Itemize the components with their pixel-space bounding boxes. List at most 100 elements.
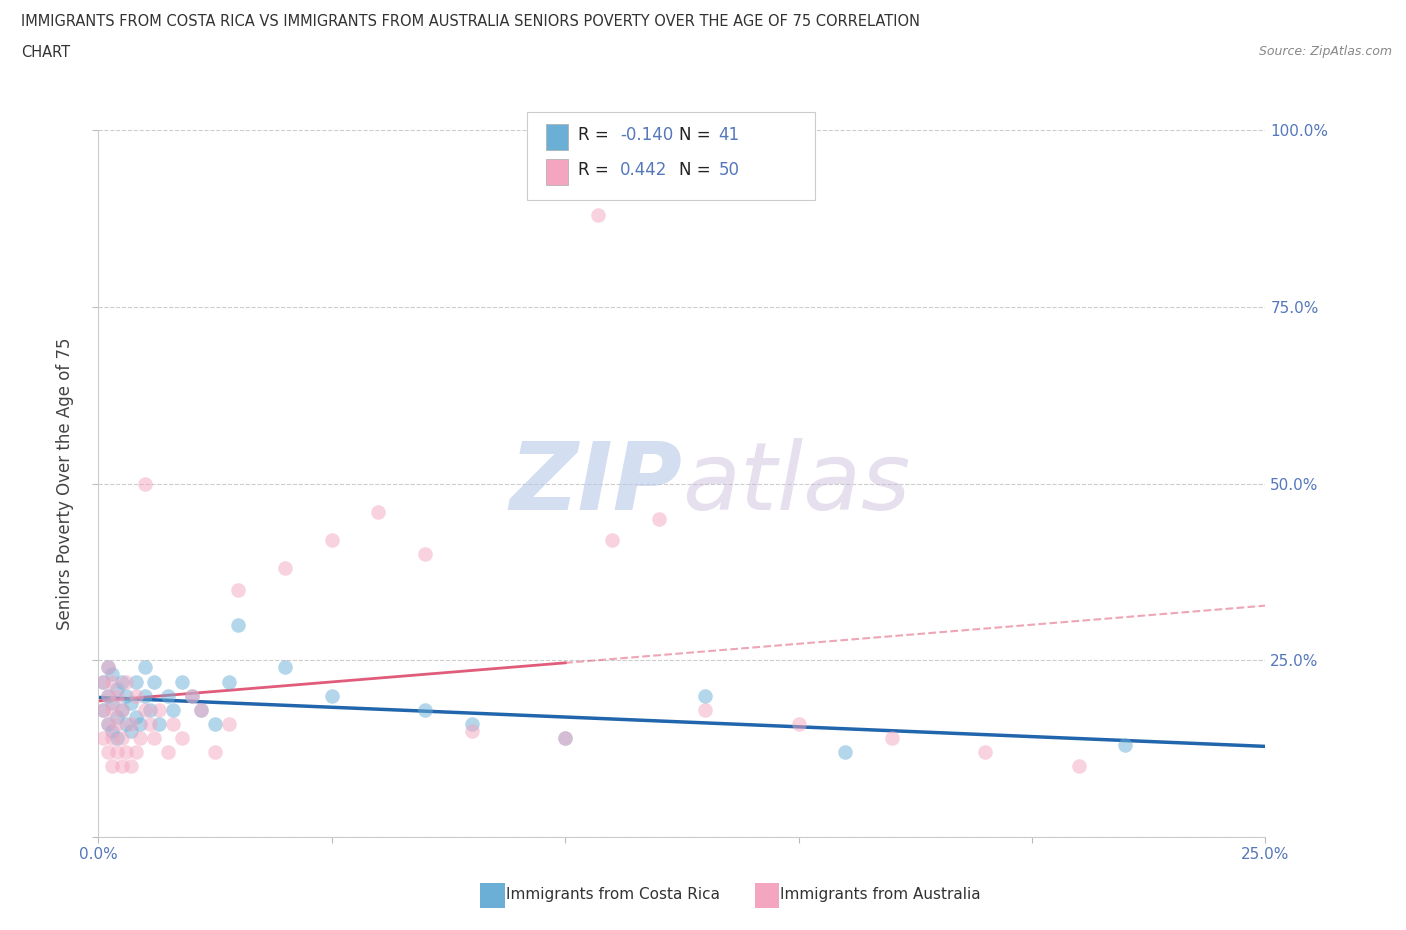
Point: [880, 731, 903, 746]
Point: [115, 716, 138, 731]
Point: [120, 716, 142, 731]
Point: [111, 702, 134, 717]
Point: [120, 759, 142, 774]
Point: [97, 660, 120, 675]
Point: [125, 674, 148, 689]
Point: [321, 688, 343, 703]
Y-axis label: Seniors Poverty Over the Age of 75: Seniors Poverty Over the Age of 75: [56, 338, 75, 630]
Text: Immigrants from Costa Rica: Immigrants from Costa Rica: [506, 887, 720, 902]
Text: -0.140: -0.140: [620, 126, 673, 143]
Point: [97, 688, 120, 703]
Point: [101, 731, 124, 746]
Point: [1114, 737, 1136, 752]
Point: [218, 674, 240, 689]
Point: [1067, 759, 1090, 774]
Point: [101, 702, 124, 717]
Point: [105, 688, 128, 703]
Point: [148, 702, 170, 717]
Point: [600, 533, 623, 548]
Point: [97, 716, 120, 731]
Text: N =: N =: [679, 161, 710, 179]
Point: [91, 674, 114, 689]
Point: [115, 688, 138, 703]
Point: [139, 716, 162, 731]
Point: [274, 561, 297, 576]
Point: [554, 731, 576, 746]
Point: [105, 731, 128, 746]
Point: [695, 688, 717, 703]
Point: [367, 504, 389, 519]
Point: [204, 745, 226, 760]
Point: [91, 674, 114, 689]
Point: [125, 688, 148, 703]
Point: [172, 731, 194, 746]
Point: [586, 207, 609, 222]
Point: [111, 702, 134, 717]
Point: [554, 731, 576, 746]
Text: Source: ZipAtlas.com: Source: ZipAtlas.com: [1258, 45, 1392, 58]
Point: [148, 716, 170, 731]
Point: [101, 674, 124, 689]
Point: [143, 731, 166, 746]
Point: [180, 688, 202, 703]
Point: [228, 618, 250, 632]
Point: [157, 688, 180, 703]
Point: [321, 533, 343, 548]
Point: [413, 547, 436, 562]
Point: [190, 702, 212, 717]
Point: [97, 660, 120, 675]
Point: [105, 681, 128, 696]
Point: [218, 716, 240, 731]
Text: Immigrants from Australia: Immigrants from Australia: [780, 887, 981, 902]
Point: [129, 716, 152, 731]
Point: [101, 724, 124, 738]
Point: [134, 688, 156, 703]
Text: ZIP: ZIP: [509, 438, 682, 529]
Point: [162, 716, 184, 731]
Point: [91, 702, 114, 717]
Point: [120, 696, 142, 711]
Point: [134, 702, 156, 717]
Point: [91, 702, 114, 717]
Text: 50: 50: [718, 161, 740, 179]
Point: [461, 724, 484, 738]
Point: [647, 512, 669, 526]
Point: [111, 731, 134, 746]
Point: [91, 731, 114, 746]
Point: [129, 731, 152, 746]
Point: [97, 716, 120, 731]
Text: 0.442: 0.442: [620, 161, 668, 179]
Point: [97, 745, 120, 760]
Point: [143, 674, 166, 689]
Point: [461, 716, 484, 731]
Text: N =: N =: [679, 126, 710, 143]
Point: [139, 702, 162, 717]
Point: [134, 476, 156, 491]
Point: [190, 702, 212, 717]
Point: [105, 710, 128, 724]
Text: IMMIGRANTS FROM COSTA RICA VS IMMIGRANTS FROM AUSTRALIA SENIORS POVERTY OVER THE: IMMIGRANTS FROM COSTA RICA VS IMMIGRANTS…: [21, 14, 920, 29]
Text: 41: 41: [718, 126, 740, 143]
Point: [834, 745, 856, 760]
Point: [101, 759, 124, 774]
Point: [101, 667, 124, 682]
Text: CHART: CHART: [21, 45, 70, 60]
Point: [228, 582, 250, 597]
Point: [787, 716, 810, 731]
Point: [695, 702, 717, 717]
Point: [101, 696, 124, 711]
Point: [974, 745, 997, 760]
Point: [111, 759, 134, 774]
Point: [172, 674, 194, 689]
Point: [157, 745, 180, 760]
Point: [125, 745, 148, 760]
Point: [125, 710, 148, 724]
Point: [120, 724, 142, 738]
Text: R =: R =: [578, 126, 609, 143]
Point: [162, 702, 184, 717]
Point: [105, 716, 128, 731]
Point: [204, 716, 226, 731]
Point: [97, 688, 120, 703]
Point: [180, 688, 202, 703]
Point: [134, 660, 156, 675]
